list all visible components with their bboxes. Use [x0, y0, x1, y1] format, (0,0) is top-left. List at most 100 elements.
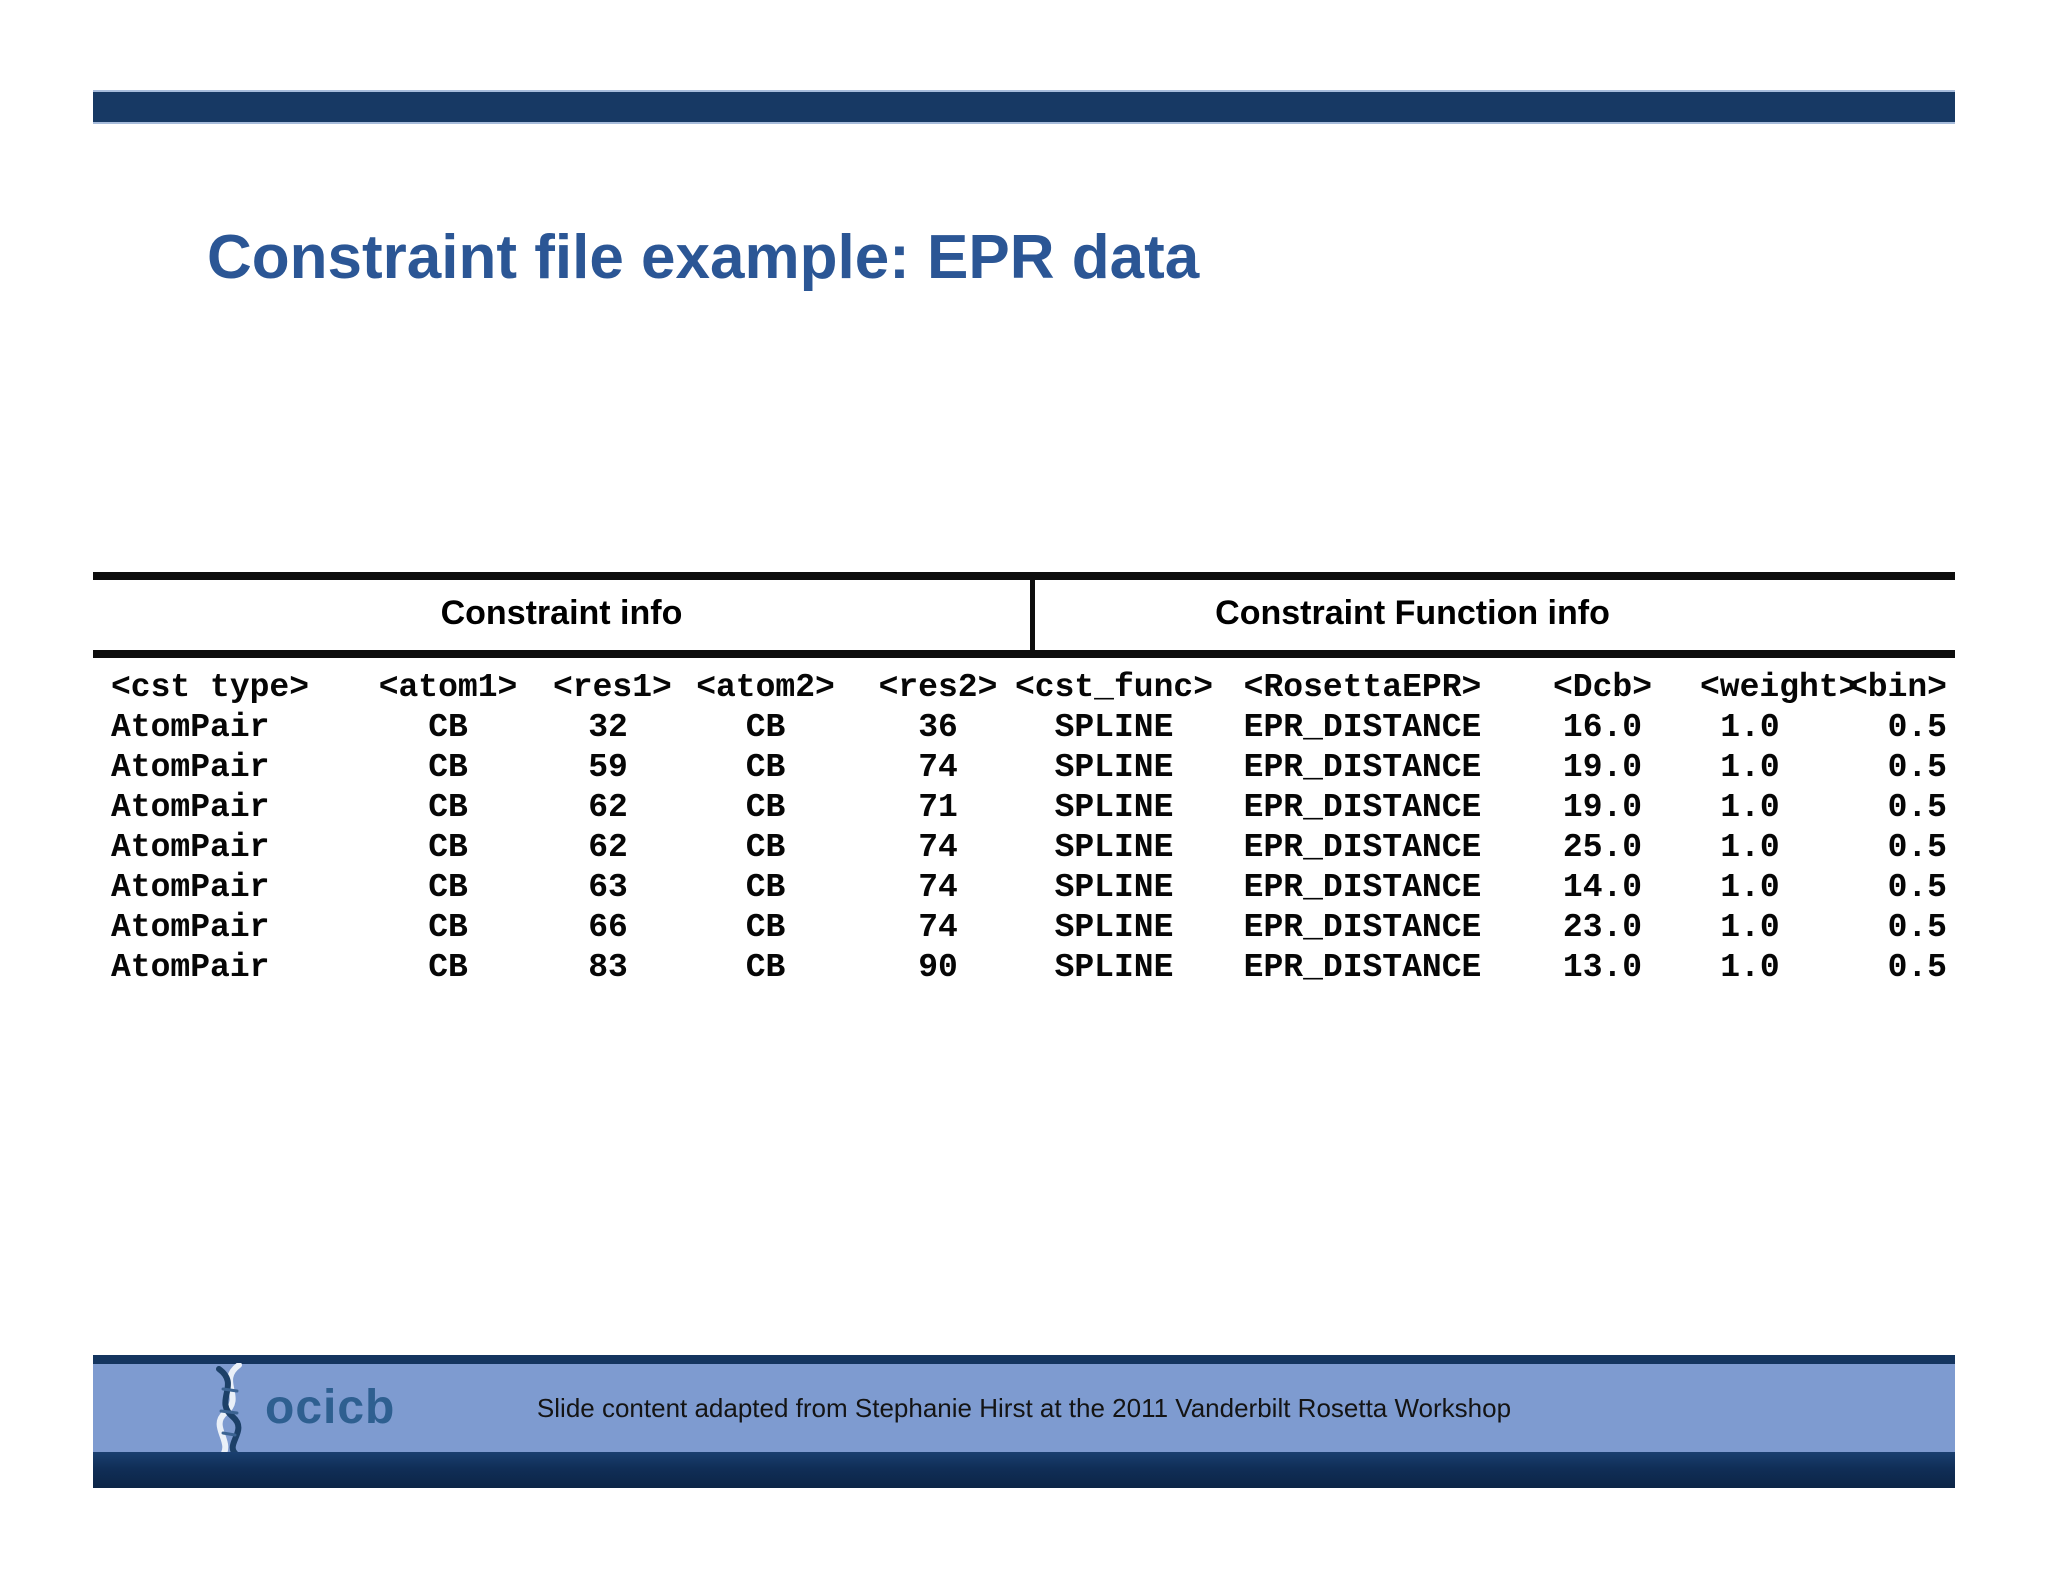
table-cell: 90	[918, 949, 958, 986]
table-cell: 74	[918, 909, 958, 946]
table-cell: 1.0	[1720, 749, 1780, 786]
table-row: AtomPair CB 62 CB 71 SPLINE EPR_DISTANCE 19.0 1.…	[93, 788, 1955, 828]
column-header: <weight>	[1700, 669, 1859, 706]
table-cell: 0.5	[1887, 869, 1947, 906]
table-cell: AtomPair	[111, 949, 270, 986]
table-cell: AtomPair	[111, 709, 270, 746]
table-cell: 0.5	[1887, 949, 1947, 986]
table-cell: 62	[588, 829, 628, 866]
table-cell: 1.0	[1720, 709, 1780, 746]
table-cell: 16.0	[1562, 709, 1643, 746]
table-cell: SPLINE	[1054, 949, 1174, 986]
table-cell: 83	[588, 949, 628, 986]
table-cell: EPR_DISTANCE	[1243, 829, 1482, 866]
dna-helix-icon	[216, 1363, 242, 1459]
footer-bottom-bar	[93, 1452, 1955, 1488]
table-cell: EPR_DISTANCE	[1243, 709, 1482, 746]
table-cell: 1.0	[1720, 869, 1780, 906]
constraint-table: <cst type> <atom1> <res1> <atom2> <res2> <cst…	[93, 668, 1955, 988]
group-header-constraint-function-info: Constraint Function info	[1215, 594, 1610, 632]
table-cell: 62	[588, 789, 628, 826]
table-cell: CB	[745, 749, 786, 786]
column-header: <bin>	[1847, 669, 1947, 706]
table-cell: 66	[588, 909, 628, 946]
table-cell: EPR_DISTANCE	[1243, 789, 1482, 826]
table-body: AtomPair CB 32 CB 36 SPLINE EPR_DISTANCE 16.0 1.…	[93, 708, 1955, 988]
table-cell: EPR_DISTANCE	[1243, 749, 1482, 786]
table-row: AtomPair CB 63 CB 74 SPLINE EPR_DISTANCE 14.0 1.…	[93, 868, 1955, 908]
table-cell: 0.5	[1887, 829, 1947, 866]
table-cell: SPLINE	[1054, 829, 1174, 866]
table-cell: 1.0	[1720, 829, 1780, 866]
table-top-rule	[93, 572, 1955, 580]
column-header: <atom1>	[378, 669, 518, 706]
table-cell: 63	[588, 869, 628, 906]
table-cell: 14.0	[1562, 869, 1643, 906]
column-header-row: <cst type> <atom1> <res1> <atom2> <res2> <cst…	[93, 668, 1955, 708]
footer-credit: Slide content adapted from Stephanie Hir…	[536, 1392, 1512, 1423]
table-cell: EPR_DISTANCE	[1243, 909, 1482, 946]
footer-top-rule	[93, 1355, 1955, 1364]
table-row: AtomPair CB 32 CB 36 SPLINE EPR_DISTANCE 16.0 1.…	[93, 708, 1955, 748]
ocicb-logo: ocicb	[205, 1363, 396, 1459]
top-accent-bar	[93, 90, 1955, 124]
group-header-constraint-info: Constraint info	[440, 594, 683, 632]
table-cell: SPLINE	[1054, 709, 1174, 746]
table-cell: 0.5	[1887, 709, 1947, 746]
table-cell: 74	[918, 869, 958, 906]
column-header: <cst_func>	[1014, 669, 1214, 706]
table-cell: EPR_DISTANCE	[1243, 949, 1482, 986]
slide-title: Constraint file example: EPR data	[207, 223, 1200, 292]
table-cell: AtomPair	[111, 909, 270, 946]
table-cell: AtomPair	[111, 749, 270, 786]
table-cell: CB	[428, 909, 468, 946]
table-cell: 1.0	[1720, 949, 1780, 986]
table-cell: SPLINE	[1054, 869, 1174, 906]
table-row: AtomPair CB 59 CB 74 SPLINE EPR_DISTANCE 19.0 1.…	[93, 748, 1955, 788]
table-cell: CB	[428, 949, 468, 986]
column-header: <RosettaEPR>	[1243, 669, 1482, 706]
column-header: <atom2>	[696, 669, 835, 706]
table-cell: CB	[428, 869, 468, 906]
table-cell: AtomPair	[111, 829, 270, 866]
column-header: <res2>	[878, 669, 998, 706]
table-cell: 74	[918, 749, 958, 786]
column-header: <cst type>	[111, 669, 310, 706]
table-cell: SPLINE	[1054, 749, 1174, 786]
table-cell: CB	[745, 709, 786, 746]
table-cell: 25.0	[1562, 829, 1643, 866]
table-row: AtomPair CB 66 CB 74 SPLINE EPR_DISTANCE 23.0 1.…	[93, 908, 1955, 948]
table-cell: 0.5	[1887, 789, 1947, 826]
table-cell: 13.0	[1562, 949, 1643, 986]
table-cell: 1.0	[1720, 909, 1780, 946]
table-cell: SPLINE	[1054, 909, 1174, 946]
table-cell: CB	[428, 789, 468, 826]
table-cell: 32	[588, 709, 628, 746]
table-bottom-rule	[93, 650, 1955, 658]
table-cell: EPR_DISTANCE	[1243, 869, 1482, 906]
column-header: <res1>	[553, 669, 672, 706]
table-cell: CB	[745, 829, 786, 866]
table-row: AtomPair CB 62 CB 74 SPLINE EPR_DISTANCE 25.0 1.…	[93, 828, 1955, 868]
logo-text: ocicb	[265, 1381, 396, 1434]
table-cell: AtomPair	[111, 789, 270, 826]
table-cell: 23.0	[1562, 909, 1643, 946]
table-cell: 71	[918, 789, 958, 826]
table-row: AtomPair CB 83 CB 90 SPLINE EPR_DISTANCE 13.0 1.…	[93, 948, 1955, 988]
table-cell: CB	[745, 909, 786, 946]
table-cell: CB	[745, 869, 786, 906]
table-cell: 74	[918, 829, 958, 866]
table-cell: 0.5	[1887, 749, 1947, 786]
table-cell: SPLINE	[1054, 789, 1174, 826]
footer-bar: ocicb Slide content adapted from Stephan…	[93, 1363, 1955, 1459]
table-header-divider	[1030, 572, 1035, 658]
table-cell: 19.0	[1562, 789, 1643, 826]
table-cell: CB	[428, 709, 468, 746]
table-cell: 36	[918, 709, 958, 746]
column-header: <Dcb>	[1552, 669, 1653, 706]
table-cell: CB	[745, 949, 786, 986]
table-cell: 0.5	[1887, 909, 1947, 946]
table-cell: AtomPair	[111, 869, 270, 906]
table-cell: 1.0	[1720, 789, 1780, 826]
